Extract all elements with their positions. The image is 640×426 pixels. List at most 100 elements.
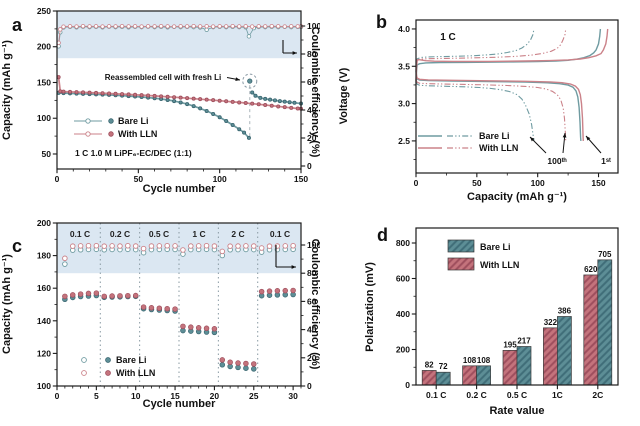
marker-with-lln-ce: [211, 243, 218, 249]
marker-with-lln-ce: [100, 24, 105, 29]
marker-with-lln-ce: [217, 24, 222, 29]
annotation-arrow-100th-lln: [562, 133, 567, 138]
panel-b-1st-cycle-annotation: 1ˢᵗ: [601, 156, 611, 166]
panel-a-x-axis-title: Cycle number: [143, 183, 216, 195]
marker-with-lln-ce: [210, 24, 216, 29]
panel-c-rate-label-1: 0.2 C: [110, 229, 130, 239]
marker-bare-li-capacity: [246, 135, 251, 140]
plot-frame: [56, 10, 302, 170]
marker-with-lln-capacity: [93, 290, 100, 296]
marker-with-lln-ce: [263, 24, 268, 29]
y2-tick-label: 0: [307, 161, 312, 171]
marker-with-lln-ce: [290, 243, 296, 249]
marker-with-lln-capacity: [224, 99, 229, 104]
marker-bare-li-capacity: [253, 93, 258, 98]
marker-with-lln-capacity: [101, 293, 107, 300]
marker-with-lln-capacity: [204, 97, 209, 102]
marker-with-lln-capacity: [188, 324, 194, 330]
y-tick-label: 2.5: [398, 136, 410, 146]
bar-value-bare-li: 72: [439, 362, 448, 371]
y2-tick-label: 20: [307, 133, 317, 143]
legend-filled-marker-with-lln: [105, 370, 111, 376]
x-tick-label: 50: [134, 174, 144, 184]
series-100th-charge-with-lln: [415, 28, 567, 64]
marker-with-lln-capacity: [258, 288, 265, 295]
x-tick-label: 15: [170, 391, 180, 401]
y-tick-label: 100: [37, 113, 51, 123]
marker-with-lln-ce: [249, 24, 255, 29]
marker-with-lln-capacity: [276, 104, 281, 109]
marker-with-lln-capacity: [146, 93, 151, 98]
marker-with-lln-ce: [227, 243, 233, 249]
marker-with-lln-ce: [152, 24, 157, 29]
bar-bare-li-0.1 C: [435, 371, 451, 386]
marker-with-lln-ce: [158, 23, 164, 29]
marker-with-lln-capacity: [230, 99, 235, 104]
y2-tick-label: 100: [307, 240, 320, 250]
panel-a-legend-bare-li: Bare Li: [118, 116, 149, 126]
panel-b-rate-note: 1 C: [440, 32, 456, 43]
marker-bare-li-ce: [246, 34, 252, 39]
marker-with-lln-capacity: [120, 92, 125, 97]
y-tick-label: 120: [37, 348, 51, 358]
marker-with-lln-capacity: [87, 90, 92, 95]
marker-with-lln-ce: [165, 24, 170, 29]
y2-tick-label: 60: [307, 77, 317, 87]
marker-bare-li-capacity: [219, 362, 226, 368]
marker-bare-li-capacity: [224, 118, 229, 123]
marker-with-lln-capacity: [185, 96, 190, 101]
bar-value-bare-li: 108: [477, 356, 491, 365]
marker-bare-li-capacity: [282, 99, 287, 104]
bar-bare-li-0.5 C: [516, 346, 532, 386]
panel-c-y2-axis-title: Coulombic efficiency (%): [309, 239, 320, 370]
marker-with-lln-ce: [197, 24, 203, 29]
marker-with-lln-ce: [203, 243, 210, 249]
x-tick-label: 0: [414, 178, 419, 188]
marker-with-lln-ce: [219, 248, 226, 255]
marker-with-lln-capacity: [191, 96, 196, 101]
marker-with-lln-ce: [69, 243, 76, 249]
marker-with-lln-capacity: [69, 292, 76, 298]
marker-with-lln-ce: [282, 24, 287, 29]
marker-with-lln-capacity: [85, 290, 92, 297]
marker-bare-li-capacity: [277, 99, 282, 104]
marker-with-lln-capacity: [107, 91, 112, 96]
marker-bare-li-capacity: [268, 97, 273, 102]
x-tick-label: 0: [55, 391, 60, 401]
y2-tick-label: 20: [307, 353, 317, 363]
reassembled-cell-point: [247, 78, 253, 84]
marker-with-lln-capacity: [250, 101, 255, 106]
marker-with-lln-ce: [93, 243, 100, 249]
panel-a-reassembled-annotation: Reassembled cell with fresh Li: [105, 73, 221, 82]
marker-with-lln-capacity: [219, 357, 226, 363]
series-100th-charge-bare-li: [415, 28, 535, 63]
marker-bare-li-capacity: [272, 98, 277, 103]
panel-a-cycling-chart: 0 50 100 150 50 100 150 200 250 0 20 40 60 80 100 a Ca…: [1, 6, 320, 195]
marker-bare-li-ce: [204, 27, 209, 32]
marker-with-lln-capacity: [178, 95, 183, 100]
marker-with-lln-capacity: [227, 359, 233, 365]
marker-bare-li-capacity: [185, 102, 190, 107]
marker-bare-li-capacity: [292, 100, 297, 105]
marker-with-lln-ce: [93, 24, 99, 29]
panel-c-rate-label-2: 0.5 C: [149, 229, 169, 239]
legend-open-marker-bare-li: [81, 357, 87, 363]
marker-with-lln-capacity: [217, 98, 222, 103]
bar-with-lln-0.1 C: [421, 370, 437, 386]
plot-frame: [56, 222, 302, 387]
x-tick-label: 100: [213, 174, 227, 184]
marker-with-lln-capacity: [140, 304, 147, 310]
bar-value-with-lln: 322: [544, 318, 558, 327]
marker-bare-li-capacity: [165, 97, 170, 102]
y2-tick-label: 40: [307, 325, 317, 335]
x-category-label: 0.1 C: [426, 390, 446, 400]
annotation-arrow-100th-bare: [530, 137, 535, 142]
marker-with-lln-ce: [77, 243, 84, 249]
marker-with-lln-capacity: [263, 103, 268, 108]
marker-with-lln-capacity: [165, 94, 170, 99]
panel-c-legend-bare-li: Bare Li: [116, 355, 147, 365]
panel-a-legend-with-lln: With LLN: [118, 129, 157, 139]
marker-with-lln-ce: [109, 243, 115, 249]
